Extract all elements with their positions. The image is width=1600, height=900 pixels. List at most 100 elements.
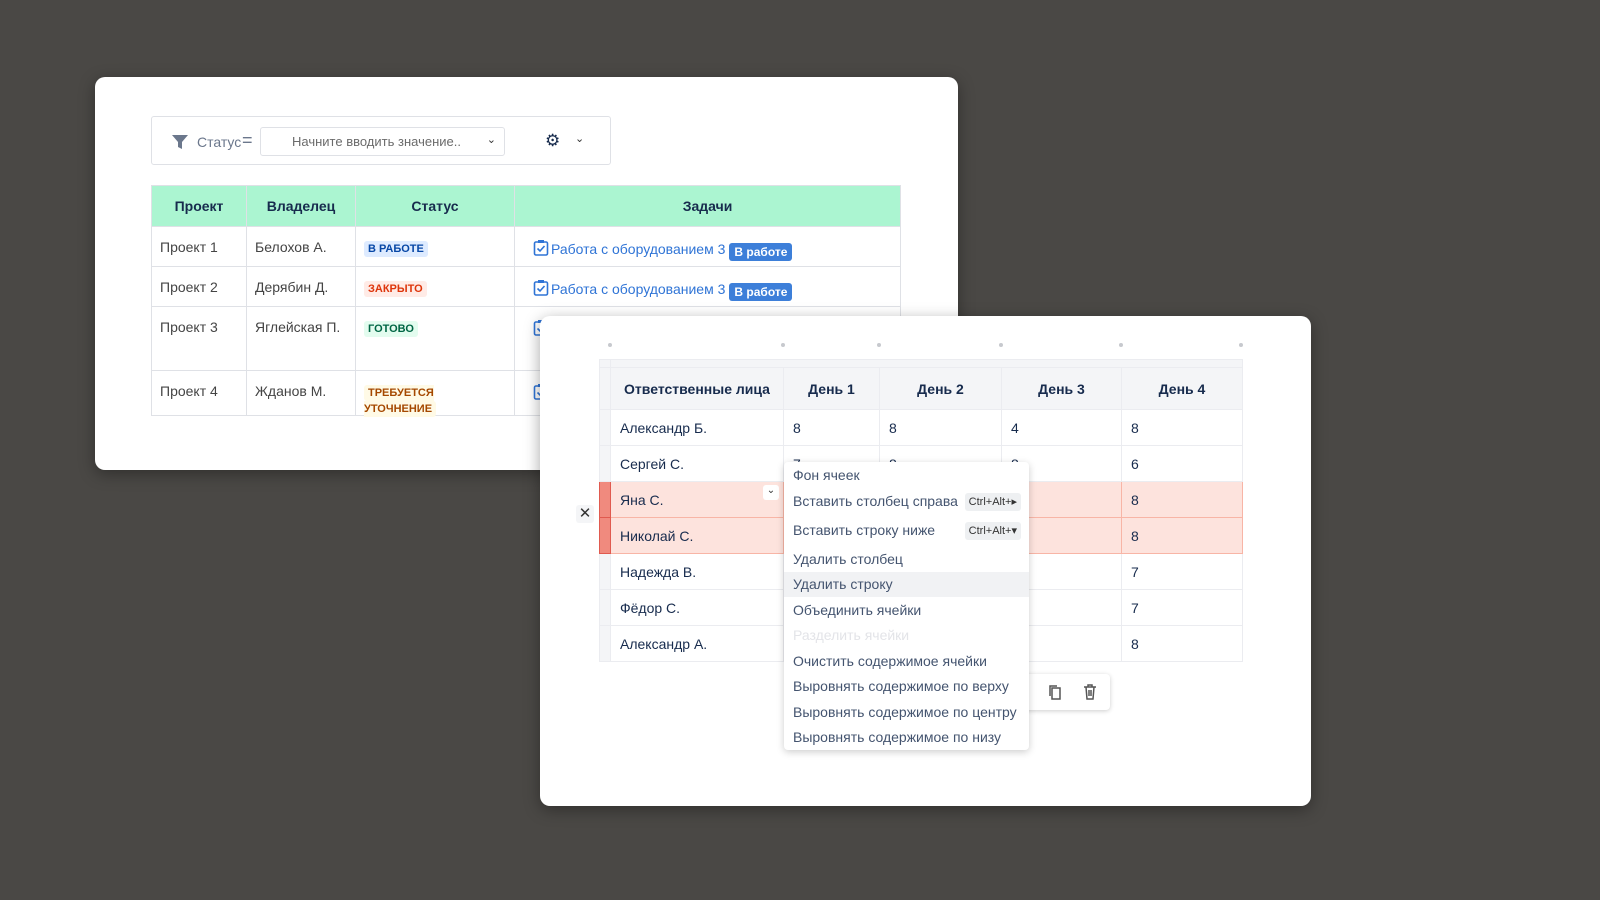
trash-icon[interactable] [1083, 684, 1097, 700]
column-handle-dot[interactable] [1239, 343, 1243, 347]
row-handle[interactable] [599, 481, 611, 518]
menu-item[interactable]: Очистить содержимое ячейки [784, 649, 1029, 674]
table-row: Александр Б. 8 8 4 8 [599, 409, 1243, 446]
column-handle-dot[interactable] [877, 343, 881, 347]
row-handle[interactable] [599, 445, 611, 482]
hours-cell[interactable]: 8 [1121, 481, 1243, 518]
hours-cell[interactable]: 4 [1001, 409, 1122, 446]
filter-value-select[interactable]: Начните вводить значение.. ⌄ [260, 127, 505, 156]
table-floating-toolbar: ▸ [1015, 674, 1110, 710]
menu-item-label: Разделить ячейки [793, 627, 910, 643]
project-cell: Проект 1 [151, 226, 247, 267]
gear-icon[interactable]: ⚙ [545, 131, 561, 150]
menu-item-label: Выровнять содержимое по верху [793, 678, 1009, 694]
column-handle-dot[interactable] [608, 343, 612, 347]
menu-item-label: Вставить столбец справа [793, 493, 958, 509]
hours-panel: Ответственные лица День 1 День 2 День 3 … [540, 316, 1311, 806]
hours-cell[interactable]: 8 [1121, 409, 1243, 446]
menu-item[interactable]: Объединить ячейки [784, 598, 1029, 623]
menu-item[interactable]: Вставить столбец справа Ctrl+Alt+▸ [784, 489, 1029, 514]
hours-cell[interactable]: 8 [879, 409, 1002, 446]
task-status-badge: В работе [729, 243, 793, 261]
status-badge: ГОТОВО [364, 321, 418, 337]
status-cell: В РАБОТЕ [355, 226, 515, 267]
menu-item-label: Выровнять содержимое по центру [793, 704, 1017, 720]
shortcut-hint: Ctrl+Alt+▸ [964, 492, 1021, 511]
menu-item[interactable]: Выровнять содержимое по верху [784, 674, 1029, 699]
cell-dropdown-button[interactable]: ⌄ [763, 485, 779, 500]
row-handle[interactable] [599, 553, 611, 590]
name-cell[interactable]: Надежда В. [610, 553, 784, 590]
table-row: Проект 2 Дерябин Д. ЗАКРЫТО Работа с обо… [151, 266, 901, 307]
row-handle[interactable] [599, 625, 611, 662]
status-badge: В РАБОТЕ [364, 241, 428, 257]
project-cell: Проект 4 [151, 370, 247, 416]
name-cell[interactable]: Фёдор С. [610, 589, 784, 626]
status-badge: ЗАКРЫТО [364, 281, 427, 297]
task-link[interactable]: Работа с оборудованием 3 [533, 279, 725, 299]
row-handle[interactable] [599, 517, 611, 554]
hours-cell[interactable]: 8 [783, 409, 880, 446]
task-link[interactable]: Работа с оборудованием 3 [533, 239, 725, 259]
name-cell[interactable]: Александр А. [610, 625, 784, 662]
owner-cell: Яглейская П. [246, 306, 356, 371]
name-cell[interactable]: Сергей С. [610, 445, 784, 482]
hours-cell[interactable]: 7 [1121, 553, 1243, 590]
project-cell: Проект 3 [151, 306, 247, 371]
status-cell: ЗАКРЫТО [355, 266, 515, 307]
column-header: Статус [355, 185, 515, 227]
hours-cell[interactable]: 6 [1121, 445, 1243, 482]
row-handle[interactable] [599, 409, 611, 446]
project-cell: Проект 2 [151, 266, 247, 307]
menu-item[interactable]: Фон ячеек [784, 463, 1029, 488]
hours-cell[interactable]: 8 [1121, 625, 1243, 662]
menu-item[interactable]: Удалить строку [784, 572, 1029, 597]
column-handles[interactable] [610, 359, 1243, 368]
delete-rows-button[interactable]: ✕ [576, 505, 594, 523]
column-header: Проект [151, 185, 247, 227]
menu-item-label: Удалить строку [793, 576, 893, 592]
status-cell: ТРЕБУЕТСЯ УТОЧНЕНИЕ [355, 370, 515, 417]
filter-placeholder: Начните вводить значение.. [292, 134, 461, 149]
status-cell: ГОТОВО [355, 306, 515, 371]
column-header: Ответственные лица [610, 367, 784, 410]
menu-item-label: Объединить ячейки [793, 602, 922, 618]
column-header: День 2 [879, 367, 1002, 410]
hours-cell[interactable]: 7 [1121, 589, 1243, 626]
menu-item[interactable]: Выровнять содержимое по низу [784, 725, 1029, 750]
column-handle-dot[interactable] [781, 343, 785, 347]
clipboard-check-icon [533, 239, 549, 259]
menu-item-label: Фон ячеек [793, 467, 860, 483]
chevron-down-icon[interactable]: ⌄ [575, 133, 585, 145]
status-badge: ТРЕБУЕТСЯ УТОЧНЕНИЕ [364, 385, 437, 417]
copy-icon[interactable] [1048, 684, 1062, 700]
chevron-down-icon: ⌄ [486, 134, 496, 146]
context-menu: Фон ячеек Вставить столбец справа Ctrl+Alt… [784, 462, 1029, 750]
owner-cell: Дерябин Д. [246, 266, 356, 307]
column-header: День 4 [1121, 367, 1243, 410]
table-row: Проект 1 Белохов А. В РАБОТЕ Работа с об… [151, 226, 901, 267]
menu-item[interactable]: Выровнять содержимое по центру [784, 700, 1029, 725]
column-header: Задачи [514, 185, 901, 227]
name-cell[interactable]: Николай С. [610, 517, 784, 554]
column-handle-dot[interactable] [999, 343, 1003, 347]
menu-item[interactable]: Удалить столбец [784, 547, 1029, 572]
column-header: День 1 [783, 367, 880, 410]
name-cell[interactable]: Яна С. [610, 481, 784, 518]
clipboard-check-icon [533, 279, 549, 299]
filter-icon [172, 135, 188, 149]
hours-cell[interactable]: 8 [1121, 517, 1243, 554]
column-header: День 3 [1001, 367, 1122, 410]
menu-item-label: Удалить столбец [793, 551, 903, 567]
row-handle[interactable] [599, 589, 611, 626]
name-cell[interactable]: Александр Б. [610, 409, 784, 446]
menu-item[interactable]: Вставить строку ниже Ctrl+Alt+▾ [784, 518, 1029, 543]
menu-item-label: Очистить содержимое ячейки [793, 653, 987, 669]
owner-cell: Жданов М. [246, 370, 356, 416]
owner-cell: Белохов А. [246, 226, 356, 267]
menu-item-label: Вставить строку ниже [793, 522, 936, 538]
shortcut-hint: Ctrl+Alt+▾ [964, 521, 1021, 540]
filter-field-label: Статус [197, 134, 242, 150]
column-handle-dot[interactable] [1119, 343, 1123, 347]
